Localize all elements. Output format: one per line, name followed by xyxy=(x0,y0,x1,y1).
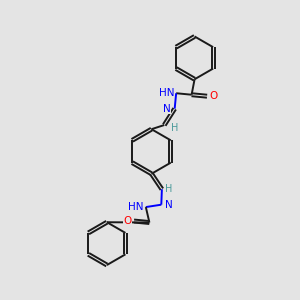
Text: O: O xyxy=(123,216,132,226)
Text: HN: HN xyxy=(159,88,174,98)
Text: H: H xyxy=(165,184,172,194)
Text: H: H xyxy=(171,123,178,133)
Text: O: O xyxy=(209,91,218,101)
Text: HN: HN xyxy=(128,202,144,212)
Text: N: N xyxy=(165,200,172,210)
Text: N: N xyxy=(164,104,171,114)
